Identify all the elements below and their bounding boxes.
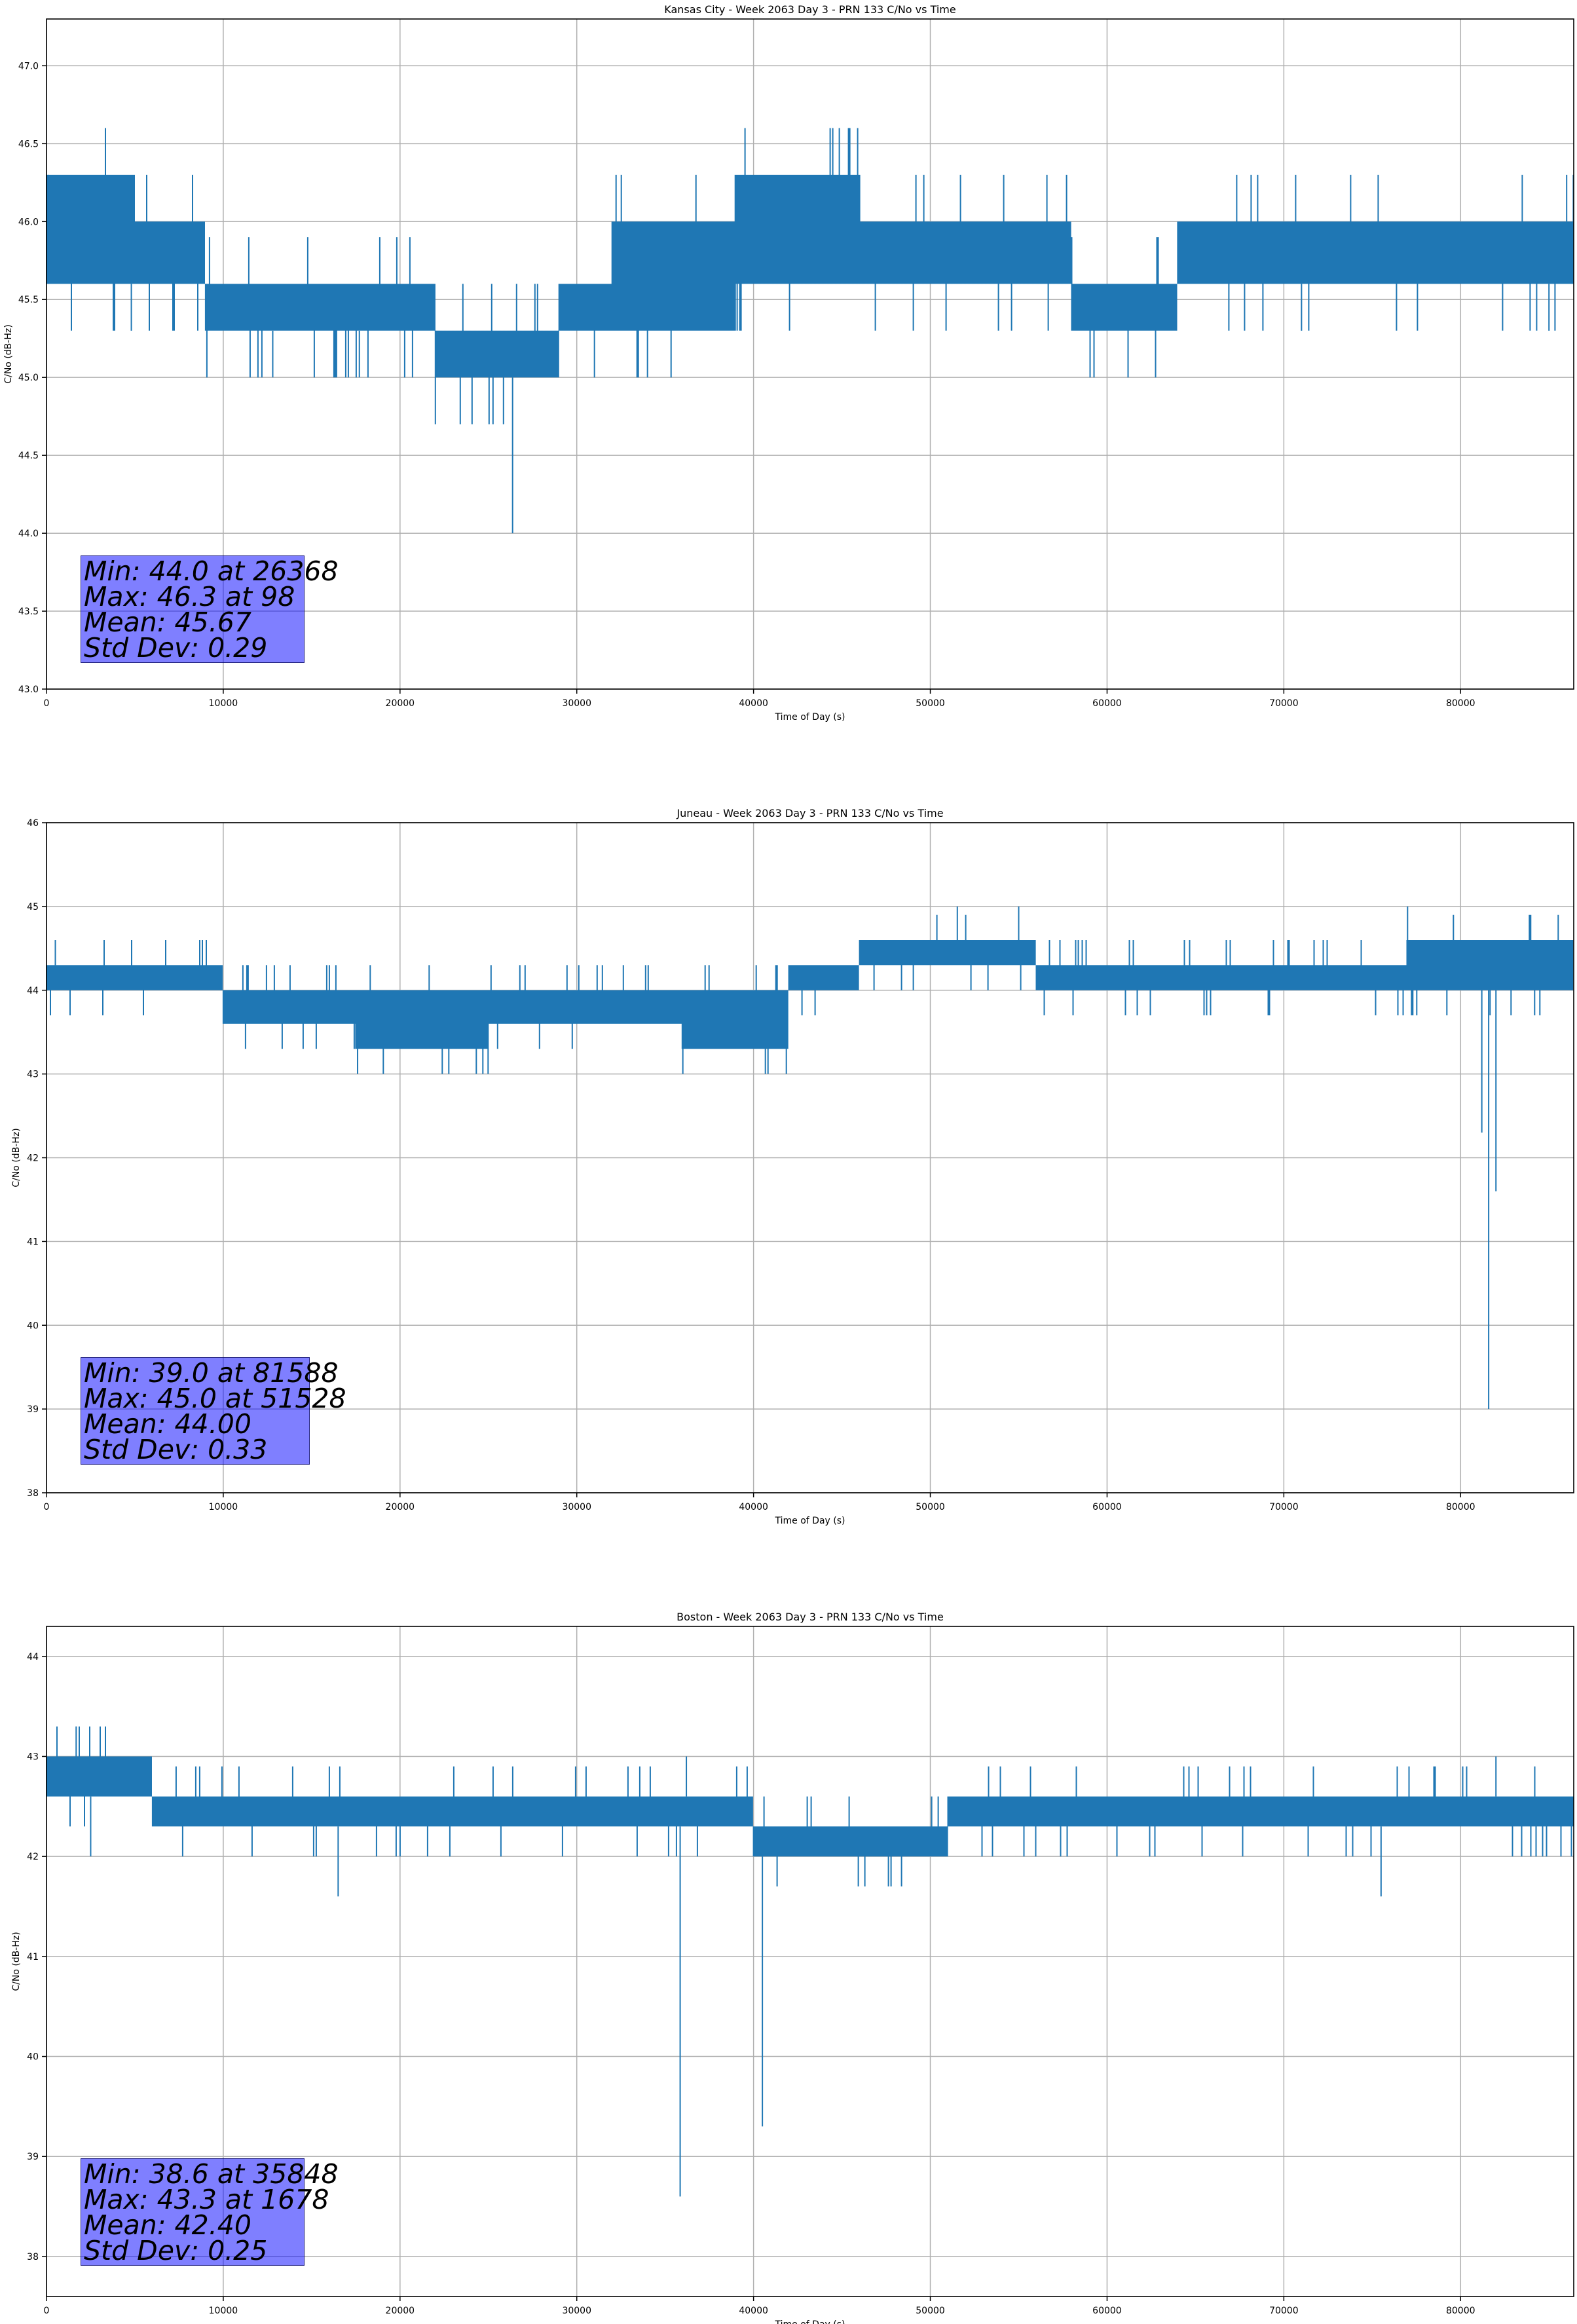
- stats-min: Min: 38.6 at 35848: [84, 2158, 339, 2190]
- stats-min: Min: 39.0 at 81588: [84, 1357, 339, 1389]
- y-tick-label: 43: [27, 1070, 39, 1080]
- series-line: [46, 1726, 1574, 1886]
- stats-std-dev: Std Dev: 0.33: [84, 1434, 268, 1465]
- x-tick-label: 60000: [1092, 2306, 1122, 2316]
- series-line: [46, 128, 1574, 424]
- y-tick-label: 41: [27, 1952, 39, 1962]
- x-tick-label: 70000: [1269, 2306, 1299, 2316]
- stats-mean: Mean: 45.67: [84, 607, 251, 638]
- y-tick-label: 39: [27, 2152, 39, 2162]
- x-tick-label: 10000: [209, 698, 238, 709]
- y-tick-label: 38: [27, 1488, 39, 1499]
- y-tick-label: 42: [27, 1153, 39, 1164]
- x-tick-label: 30000: [562, 698, 591, 709]
- y-tick-label: 40: [27, 1321, 39, 1331]
- x-tick-label: 70000: [1269, 1502, 1299, 1512]
- x-tick-label: 0: [44, 1502, 50, 1512]
- x-tick-label: 80000: [1446, 1502, 1475, 1512]
- x-tick-label: 50000: [916, 698, 945, 709]
- y-tick-label: 42: [27, 1852, 39, 1862]
- stats-mean: Mean: 44.00: [84, 1408, 251, 1440]
- y-tick-label: 43: [27, 1752, 39, 1762]
- y-axis-label: C/No (dB-Hz): [11, 1128, 22, 1187]
- y-tick-label: 38: [27, 2252, 39, 2262]
- x-tick-label: 30000: [562, 2306, 591, 2316]
- stats-box-juneau: Min: 39.0 at 81588 Max: 45.0 at 51528 Me…: [81, 1357, 346, 1465]
- x-tick-label: 70000: [1269, 698, 1299, 709]
- x-tick-label: 0: [44, 698, 50, 709]
- series-line: [46, 914, 1574, 1074]
- stats-max: Max: 45.0 at 51528: [84, 1383, 346, 1414]
- y-tick-label: 44.0: [18, 529, 39, 539]
- y-tick-label: 43.5: [18, 607, 39, 617]
- y-tick-label: 43.0: [18, 684, 39, 695]
- x-tick-label: 50000: [916, 2306, 945, 2316]
- y-tick-label: 46.0: [18, 217, 39, 227]
- stats-max: Max: 46.3 at 98: [84, 581, 295, 612]
- stats-max: Max: 43.3 at 1678: [84, 2184, 329, 2215]
- x-tick-label: 10000: [209, 1502, 238, 1512]
- axes-frame: [46, 1626, 1574, 2297]
- stats-box-kansas-city: Min: 44.0 at 26368 Max: 46.3 at 98 Mean:…: [81, 555, 339, 664]
- x-tick-label: 20000: [386, 2306, 415, 2316]
- x-axis-label: Time of Day (s): [775, 1516, 845, 1526]
- axes-frame: [46, 18, 1574, 690]
- x-tick-label: 20000: [386, 1502, 415, 1512]
- chart-juneau: 0 10000 20000 30000 40000 50000 60000 70000 8000…: [11, 807, 1574, 1526]
- y-tick-label: 45: [27, 902, 39, 912]
- y-tick-label: 44: [27, 1652, 39, 1662]
- x-tick-label: 80000: [1446, 2306, 1475, 2316]
- stats-std-dev: Std Dev: 0.25: [84, 2235, 268, 2266]
- x-tick-label: 10000: [209, 2306, 238, 2316]
- y-axis-label: C/No (dB-Hz): [11, 1932, 22, 1991]
- chart-title: Kansas City - Week 2063 Day 3 - PRN 133 …: [664, 3, 955, 16]
- stats-std-dev: Std Dev: 0.29: [84, 632, 268, 664]
- y-tick-label: 44.5: [18, 451, 39, 461]
- y-tick-label: 45.0: [18, 373, 39, 383]
- y-tick-label: 46: [27, 818, 39, 829]
- y-tick-label: 46.5: [18, 139, 39, 149]
- x-axis-label: Time of Day (s): [775, 712, 845, 722]
- x-tick-label: 20000: [386, 698, 415, 709]
- y-tick-label: 47.0: [18, 61, 39, 71]
- y-tick-label: 44: [27, 986, 39, 996]
- x-tick-label: 40000: [739, 698, 768, 709]
- x-tick-label: 80000: [1446, 698, 1475, 709]
- chart-title: Boston - Week 2063 Day 3 - PRN 133 C/No …: [677, 1611, 944, 1623]
- y-axis-label: C/No (dB-Hz): [3, 324, 14, 383]
- stats-box-boston: Min: 38.6 at 35848 Max: 43.3 at 1678 Mea…: [81, 2158, 339, 2266]
- x-tick-label: 60000: [1092, 698, 1122, 709]
- x-tick-label: 0: [44, 2306, 50, 2316]
- x-tick-label: 50000: [916, 1502, 945, 1512]
- y-tick-label: 41: [27, 1237, 39, 1247]
- stats-min: Min: 44.0 at 26368: [84, 555, 339, 587]
- x-tick-label: 60000: [1092, 1502, 1122, 1512]
- y-tick-label: 45.5: [18, 295, 39, 305]
- x-axis-label: Time of Day (s): [775, 2319, 845, 2324]
- x-tick-label: 40000: [739, 1502, 768, 1512]
- chart-title: Juneau - Week 2063 Day 3 - PRN 133 C/No …: [676, 807, 943, 819]
- stats-mean: Mean: 42.40: [84, 2209, 251, 2241]
- y-tick-label: 40: [27, 2052, 39, 2063]
- x-tick-label: 30000: [562, 1502, 591, 1512]
- y-tick-label: 39: [27, 1404, 39, 1415]
- x-tick-label: 40000: [739, 2306, 768, 2316]
